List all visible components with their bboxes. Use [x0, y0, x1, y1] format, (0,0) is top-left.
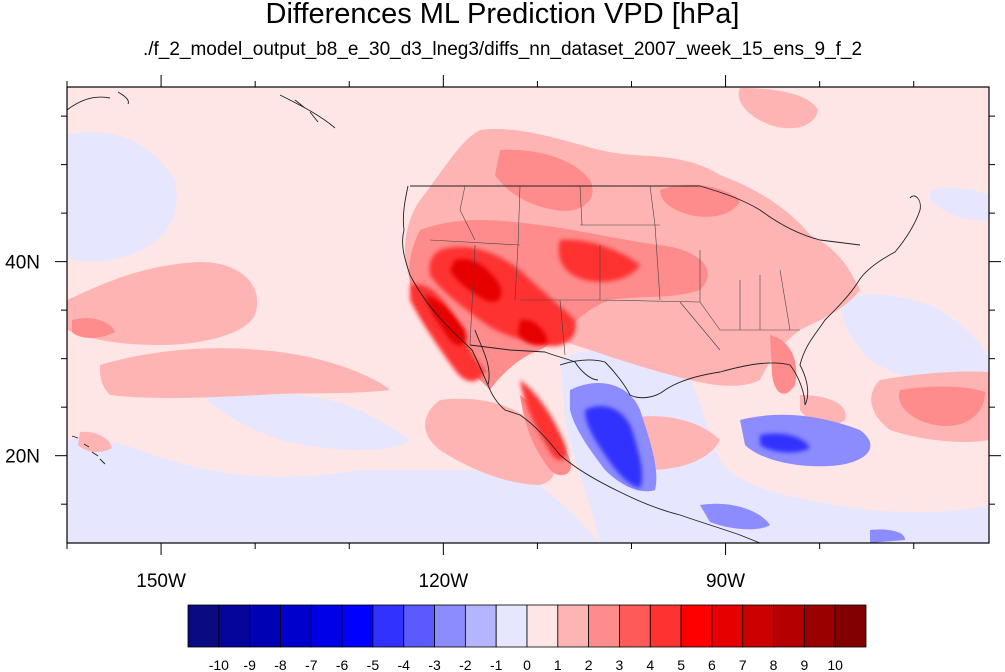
- negative-3-5-anomalies: [585, 406, 810, 488]
- negative-small-anomalies: [67, 132, 989, 543]
- colorbar-label: 5: [677, 657, 685, 672]
- axis-ticks: [55, 75, 1001, 555]
- colorbar-swatch: [187, 604, 220, 648]
- colorbar-label: -8: [274, 657, 287, 672]
- us-mexico-border: [469, 344, 599, 381]
- map-subtitle: ./f_2_model_output_b8_e_30_d3_lneg3/diff…: [142, 39, 863, 60]
- colorbar-swatch: [742, 604, 774, 648]
- colorbar-label: 4: [646, 657, 654, 672]
- colorbar-swatch: [249, 604, 281, 648]
- colorbar-label: -10: [209, 657, 229, 672]
- colorbar-label: -4: [398, 657, 411, 672]
- colorbar-label: -2: [459, 657, 472, 672]
- colorbar-labels: -10 -9 -8 -7 -6 -5 -4 -3 -2 -1 0 1 2 3 4 5 6 7 8 9 10: [209, 657, 843, 672]
- positive-5-7-anomalies: [425, 259, 548, 346]
- lon-tick-label: 90W: [706, 571, 745, 592]
- colorbar-swatch: [588, 604, 620, 648]
- colorbar-label: 8: [770, 657, 778, 672]
- colorbar-label: -3: [428, 657, 441, 672]
- map-frame: [66, 86, 990, 544]
- colorbar-label: 10: [827, 657, 843, 672]
- colorbar: [187, 604, 867, 648]
- lon-tick-label: 120W: [419, 571, 469, 592]
- colorbar-swatch: [218, 604, 251, 648]
- axis-tick-labels: 150W 120W 90W 40N 20N: [5, 253, 745, 592]
- colorbar-label: -7: [305, 657, 318, 672]
- canada-us-border: [410, 185, 861, 246]
- colorbar-label: 3: [616, 657, 624, 672]
- geographic-outlines: [67, 91, 921, 543]
- map-title: Differences ML Prediction VPD [hPa]: [265, 0, 740, 30]
- colorbar-swatch: [773, 604, 805, 648]
- colorbar-swatch: [403, 604, 435, 648]
- colorbar-label: 2: [585, 657, 593, 672]
- colorbar-swatch: [526, 604, 559, 648]
- hawaii-outline: [71, 435, 106, 465]
- colorbar-swatch: [434, 604, 466, 648]
- colorbar-swatch: [834, 604, 867, 648]
- colorbar-label: 7: [739, 657, 747, 672]
- colorbar-swatch: [464, 604, 497, 648]
- colorbar-label: 1: [554, 657, 562, 672]
- lon-tick-label: 150W: [136, 571, 186, 592]
- colorbar-label: -9: [243, 657, 256, 672]
- colorbar-swatch: [495, 604, 528, 648]
- colorbar-swatch: [341, 604, 374, 648]
- colorbar-swatch: [280, 604, 312, 648]
- lat-tick-label: 40N: [5, 253, 40, 274]
- colorbar-label: -6: [336, 657, 349, 672]
- colorbar-swatch: [711, 604, 744, 648]
- colorbar-label: 0: [523, 657, 531, 672]
- lat-tick-label: 20N: [5, 447, 40, 468]
- colorbar-label: 9: [800, 657, 808, 672]
- vpd-field: [67, 87, 989, 543]
- colorbar-label: -1: [490, 657, 503, 672]
- colorbar-swatch: [680, 604, 713, 648]
- colorbar-swatch: [557, 604, 590, 648]
- colorbar-label: -5: [367, 657, 380, 672]
- us-state-lines: [429, 185, 800, 356]
- north-america-coastline: [402, 185, 921, 543]
- colorbar-swatch: [619, 604, 651, 648]
- colorbar-swatch: [372, 604, 405, 648]
- colorbar-label: 6: [708, 657, 716, 672]
- colorbar-swatch: [803, 604, 836, 648]
- colorbar-swatch: [649, 604, 682, 648]
- colorbar-swatch: [310, 604, 343, 648]
- alaska-coast-outline: [67, 91, 336, 129]
